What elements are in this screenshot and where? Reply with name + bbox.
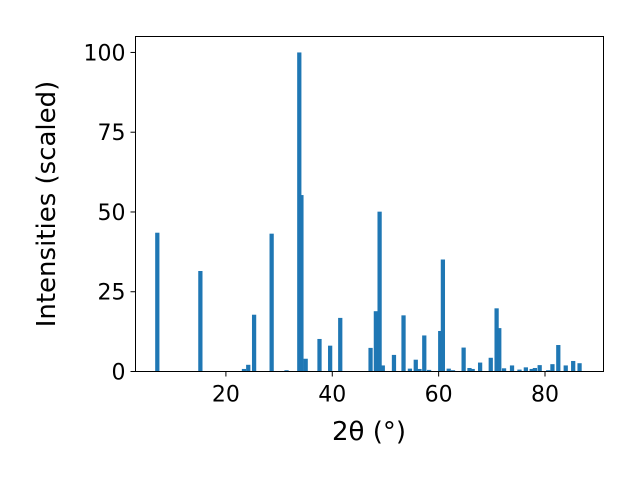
y-tick-label: 0 bbox=[112, 361, 126, 386]
x-axis-label: 2θ (°) bbox=[332, 417, 406, 447]
bar bbox=[251, 314, 257, 372]
bar bbox=[556, 345, 561, 372]
bar bbox=[413, 359, 418, 372]
bar bbox=[407, 368, 413, 372]
bar bbox=[477, 362, 483, 372]
bar bbox=[377, 211, 382, 372]
bar bbox=[338, 317, 343, 372]
bar bbox=[467, 367, 472, 372]
bar bbox=[470, 368, 475, 372]
bar bbox=[563, 365, 568, 372]
bar bbox=[380, 365, 385, 372]
bar bbox=[297, 52, 302, 372]
bar bbox=[517, 369, 522, 372]
bar bbox=[299, 195, 304, 372]
bar bbox=[422, 335, 427, 372]
bar bbox=[450, 370, 456, 372]
bar bbox=[529, 368, 534, 372]
bar bbox=[303, 358, 308, 372]
y-tick-label: 50 bbox=[98, 201, 126, 226]
bar bbox=[440, 259, 446, 372]
bar bbox=[269, 233, 274, 372]
bar bbox=[391, 354, 397, 372]
x-tick-label: 60 bbox=[425, 383, 453, 408]
bar bbox=[241, 368, 247, 372]
bar bbox=[523, 367, 528, 372]
bar bbox=[284, 370, 289, 372]
bar bbox=[368, 347, 373, 372]
y-tick-label: 100 bbox=[84, 41, 126, 66]
bar bbox=[497, 328, 502, 372]
bar bbox=[401, 315, 406, 372]
bar bbox=[461, 347, 466, 372]
y-tick-label: 25 bbox=[98, 281, 126, 306]
bar bbox=[532, 367, 538, 372]
bar bbox=[550, 364, 555, 372]
bar bbox=[246, 364, 251, 372]
bar bbox=[373, 311, 378, 372]
bar bbox=[577, 363, 582, 372]
plot-frame bbox=[135, 36, 604, 372]
bar bbox=[546, 370, 551, 372]
bar bbox=[317, 338, 322, 372]
x-tick-label: 80 bbox=[531, 383, 559, 408]
bar bbox=[494, 308, 499, 372]
bar bbox=[198, 271, 203, 372]
x-tick-label: 20 bbox=[212, 383, 240, 408]
x-axis-ticks: 20 40 60 80 bbox=[212, 371, 559, 408]
bar bbox=[537, 365, 542, 372]
bars-group bbox=[155, 52, 582, 372]
bar bbox=[328, 345, 333, 372]
bar bbox=[501, 368, 507, 372]
bar bbox=[509, 365, 515, 372]
bar bbox=[446, 368, 451, 372]
bar bbox=[571, 360, 576, 372]
y-tick-label: 75 bbox=[98, 121, 126, 146]
bar bbox=[417, 368, 422, 372]
bar bbox=[438, 330, 443, 372]
y-axis-label: Intensities (scaled) bbox=[32, 81, 62, 328]
bar bbox=[426, 369, 432, 372]
bar bbox=[488, 357, 493, 372]
bar bbox=[155, 232, 160, 372]
x-tick-label: 40 bbox=[318, 383, 346, 408]
y-axis-ticks: 0 25 50 75 100 bbox=[84, 41, 136, 386]
